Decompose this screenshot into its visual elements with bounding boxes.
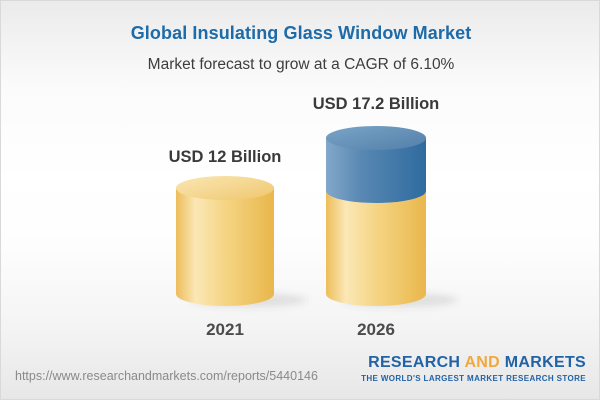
research-and-markets-logo: RESEARCH AND MARKETS THE WORLD'S LARGEST… xyxy=(361,355,586,383)
cylinder-2021-top xyxy=(176,176,274,200)
cylinder-2026-top xyxy=(326,126,426,150)
logo-word-research: RESEARCH xyxy=(368,354,461,371)
report-url: https://www.researchandmarkets.com/repor… xyxy=(15,369,318,383)
page-title: Global Insulating Glass Window Market xyxy=(130,23,472,43)
value-label-2026: USD 17.2 Billion xyxy=(312,95,440,113)
logo-word-markets: MARKETS xyxy=(504,354,586,371)
cylinder-2026-blue-segment xyxy=(326,138,426,203)
cylinder-2026 xyxy=(326,126,426,306)
category-label-2026: 2026 xyxy=(357,320,395,339)
logo-tagline: THE WORLD'S LARGEST MARKET RESEARCH STOR… xyxy=(361,374,586,383)
cylinder-2026-gold-segment xyxy=(326,191,426,306)
category-label-2021: 2021 xyxy=(206,320,244,339)
value-label-2021: USD 12 Billion xyxy=(168,148,282,166)
cylinder-2021-body xyxy=(176,188,274,306)
cylinder-2021 xyxy=(176,176,274,306)
logo-wordmark: RESEARCH AND MARKETS xyxy=(361,355,586,371)
logo-word-and: AND xyxy=(464,354,501,371)
page-subtitle: Market forecast to grow at a CAGR of 6.1… xyxy=(147,56,455,73)
